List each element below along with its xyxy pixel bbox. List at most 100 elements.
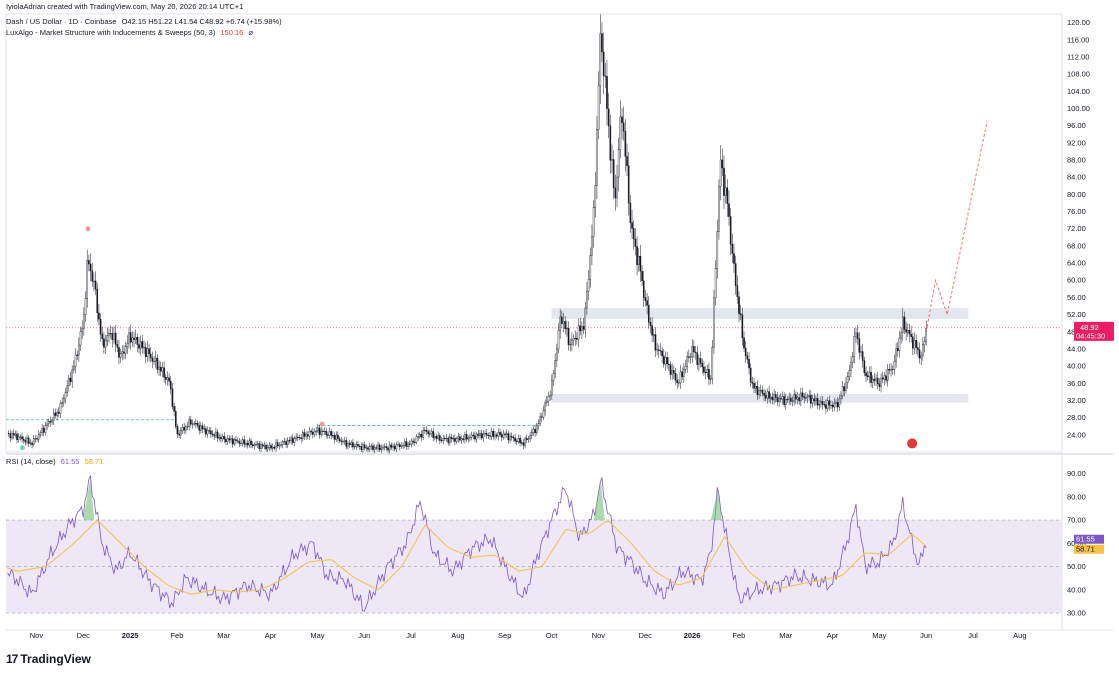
candle (636, 246, 638, 265)
candle (684, 366, 687, 370)
candle (858, 338, 861, 353)
rsi-legend[interactable]: RSI (14, close) 61.55 58.71 (6, 457, 106, 466)
candle (861, 351, 864, 361)
candle (651, 325, 653, 336)
candle (459, 436, 461, 441)
candle (679, 371, 682, 383)
rsi-value: 61.55 (60, 457, 80, 466)
time-axis-label: May (872, 631, 886, 640)
symbol-legend[interactable]: Dash / US Dollar · 1D · Coinbase O42.15 … (6, 17, 285, 26)
candle (552, 373, 555, 381)
candle (347, 443, 349, 447)
candle (754, 386, 757, 389)
indicator-value: 150.16 (220, 28, 244, 37)
candle (831, 404, 834, 408)
price-tick-label: 116.00 (1067, 35, 1089, 44)
indicator-name[interactable]: LuxAlgo - Market Structure with Induceme… (6, 28, 216, 37)
candle (236, 440, 239, 442)
candle (136, 337, 139, 345)
candle (134, 337, 137, 340)
candle (31, 442, 33, 445)
rsi-ma-line (7, 519, 927, 595)
candle (714, 268, 717, 299)
candle (281, 441, 284, 445)
candle (836, 402, 839, 408)
candle (163, 367, 165, 378)
candle (332, 435, 334, 437)
candle (774, 394, 777, 398)
price-tick-label: 68.00 (1067, 241, 1086, 250)
candle (434, 436, 436, 438)
candle (905, 329, 907, 333)
candle (534, 428, 536, 433)
candle (312, 431, 314, 435)
tradingview-logo[interactable]: 17 TradingView (6, 652, 91, 666)
candle (808, 394, 811, 397)
price-tick-label: 32.00 (1067, 396, 1086, 405)
time-axis-label: Mar (779, 631, 792, 640)
symbol-name[interactable]: Dash / US Dollar · 1D · Coinbase (6, 17, 117, 26)
candle (186, 426, 189, 428)
rsi-name[interactable]: RSI (14, close) (6, 457, 56, 466)
candle (900, 332, 902, 339)
candle (731, 244, 734, 254)
candle (353, 446, 356, 448)
candle (704, 371, 707, 374)
candle (94, 280, 97, 290)
candle (343, 440, 346, 442)
candle (475, 433, 478, 440)
candle (487, 434, 490, 436)
candle (403, 441, 406, 446)
time-axis-label: Aug (1013, 631, 1026, 640)
candle (751, 382, 754, 384)
candle (449, 436, 451, 443)
candle (133, 337, 135, 340)
candle (201, 425, 204, 430)
candle (210, 430, 212, 435)
candle (621, 116, 623, 123)
candle (16, 433, 18, 440)
candle (818, 403, 821, 406)
candle (393, 445, 396, 450)
candle (166, 377, 169, 380)
candle (231, 438, 234, 445)
candle (408, 443, 411, 445)
indicator-legend[interactable]: LuxAlgo - Market Structure with Induceme… (6, 28, 256, 37)
candle (544, 402, 546, 411)
candle (363, 444, 366, 449)
candle (238, 441, 241, 444)
candle (907, 330, 909, 333)
candle (512, 437, 515, 439)
candle (756, 386, 759, 396)
candle (378, 444, 381, 451)
candle (159, 366, 162, 372)
candle (390, 444, 393, 448)
candle (180, 430, 182, 436)
candle (480, 433, 483, 439)
candle (517, 438, 520, 442)
candle (830, 404, 832, 406)
candle (866, 375, 869, 378)
candle (547, 395, 550, 402)
candle (860, 351, 862, 353)
candle (205, 428, 207, 435)
candle (769, 396, 772, 399)
candle (923, 341, 926, 345)
candle (258, 443, 261, 449)
candle (733, 253, 735, 264)
candle (632, 228, 635, 240)
price-tick-label: 76.00 (1067, 207, 1086, 216)
candles (7, 14, 927, 454)
candle (709, 378, 712, 380)
candle (19, 436, 22, 438)
candle (825, 404, 827, 409)
candle (806, 396, 809, 398)
candle (669, 364, 672, 375)
time-axis-label: Mar (217, 631, 230, 640)
candle (278, 444, 281, 447)
visibility-icon[interactable]: ⌀ (248, 28, 253, 37)
candle (308, 430, 311, 437)
candle (579, 325, 582, 332)
candle (218, 437, 221, 439)
